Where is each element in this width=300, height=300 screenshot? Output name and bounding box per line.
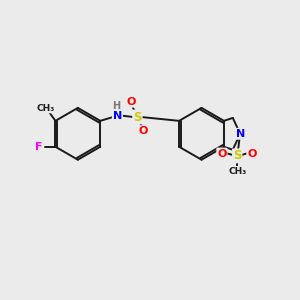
Text: O: O: [138, 126, 147, 136]
Text: O: O: [247, 148, 256, 158]
Text: N: N: [236, 129, 245, 139]
Text: CH₃: CH₃: [228, 167, 246, 176]
Text: S: S: [133, 110, 142, 124]
Text: S: S: [233, 149, 242, 162]
Text: O: O: [217, 148, 226, 158]
Text: O: O: [126, 97, 136, 107]
Text: N: N: [113, 110, 122, 121]
Text: CH₃: CH₃: [36, 103, 54, 112]
Text: F: F: [35, 142, 43, 152]
Text: H: H: [112, 101, 120, 111]
